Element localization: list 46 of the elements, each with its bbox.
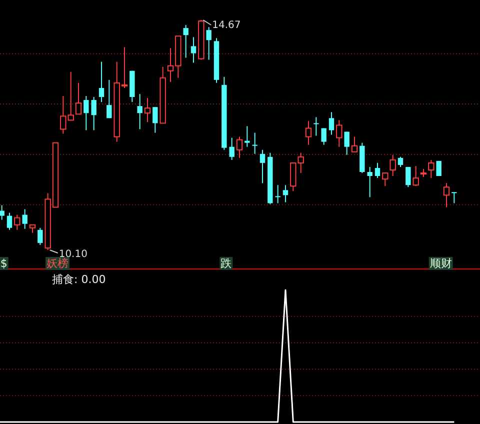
candlestick [398,156,404,168]
candlestick [229,137,234,160]
candlestick [6,212,12,230]
candlestick [183,24,188,58]
candlestick [328,112,334,136]
candlestick [252,132,258,154]
candlestick [22,208,28,230]
candlestick [152,106,158,134]
candlestick [382,172,388,187]
text: $ [0,257,8,270]
candlestick [0,204,4,220]
text: 14.67 [212,20,241,31]
candlestick [91,96,96,131]
candlestick [38,227,43,246]
candlestick [98,61,104,103]
candlestick [84,95,89,131]
candlestick [321,128,326,146]
candlestick [412,165,419,187]
candlestick [314,116,319,136]
candlestick [260,149,266,184]
candlestick [282,184,288,203]
candlestick [367,166,372,198]
candlestick [137,93,142,130]
candlestick [406,166,411,188]
candlestick [106,79,112,119]
candlestick [344,131,350,156]
candlestick [428,159,434,179]
candlestick [206,26,212,60]
candlestick [374,162,380,179]
candlestick [236,136,243,158]
candlestick [305,120,312,146]
chart-title: 捕食: 0.00 [52,273,106,286]
candlestick [244,126,250,148]
text: 顺财 [430,257,452,270]
candlestick [190,36,196,64]
candlestick [144,98,151,123]
candlestick [75,82,82,115]
text: 跌 [220,257,232,270]
candlestick [443,182,450,208]
candlestick [452,192,457,204]
text: 妖榜 [46,257,68,270]
candlestick [351,136,358,152]
candlestick [275,184,280,204]
candlestick [14,214,20,230]
candlestick [390,154,396,177]
candlestick [336,120,342,148]
